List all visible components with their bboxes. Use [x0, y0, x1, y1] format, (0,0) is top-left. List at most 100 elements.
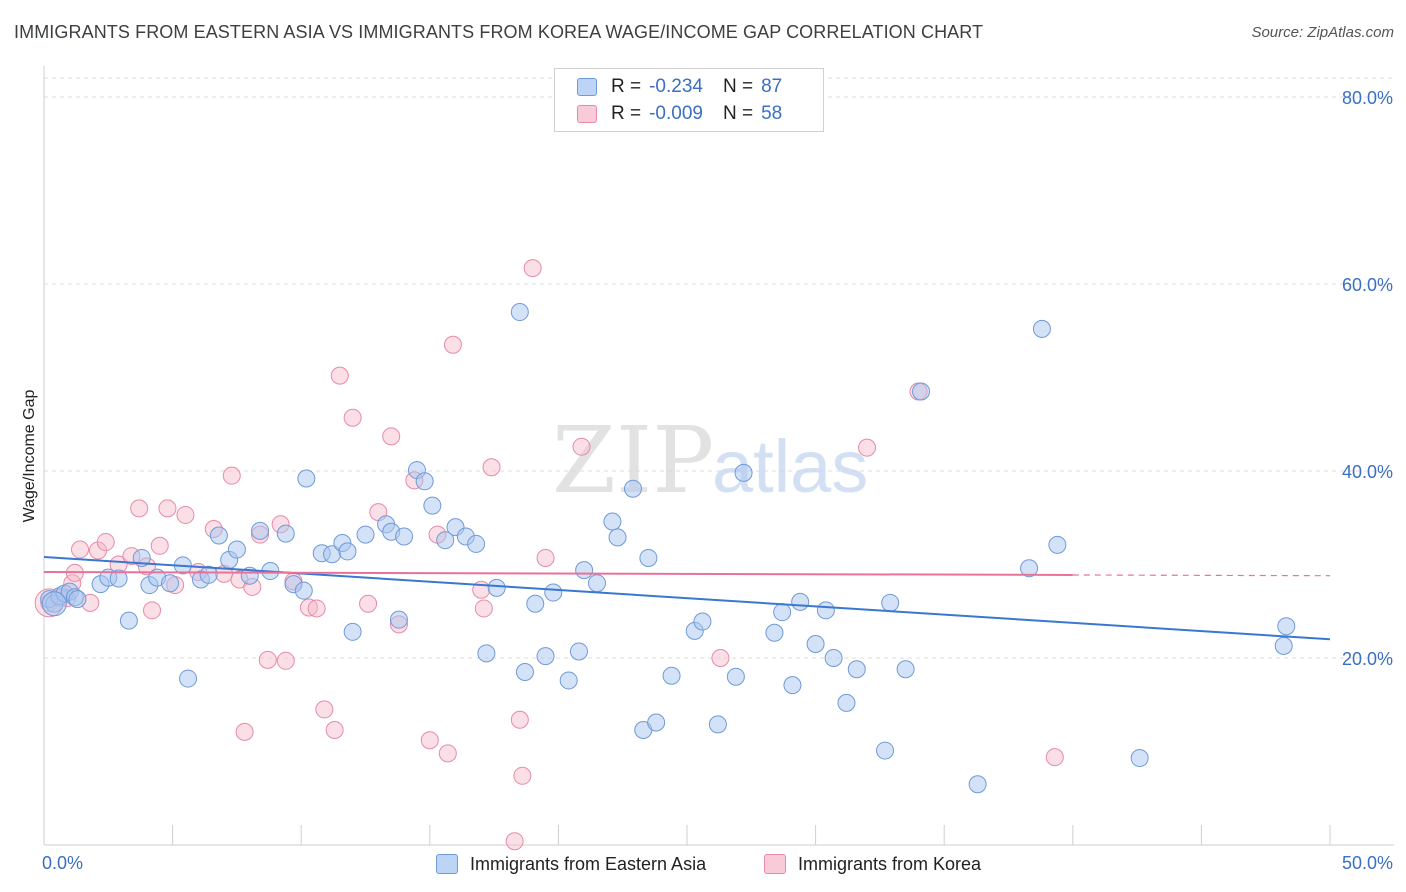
data-point-korea: [235, 722, 254, 741]
legend-swatch-blue: [577, 78, 597, 96]
data-point-eastern-asia: [395, 527, 414, 546]
data-point-korea: [299, 598, 318, 617]
y-tick-label: 40.0%: [1342, 462, 1393, 482]
data-point-korea: [307, 599, 326, 618]
data-point-korea: [438, 744, 457, 763]
data-point-eastern-asia: [536, 647, 555, 666]
data-point-korea: [343, 408, 362, 427]
legend-row-eastern-asia: R = -0.234 N = 87: [577, 75, 782, 99]
data-point-eastern-asia: [467, 534, 486, 553]
data-point-korea: [382, 427, 401, 446]
data-point-eastern-asia: [297, 469, 316, 488]
data-point-korea: [510, 710, 529, 729]
data-point-eastern-asia-cluster: [41, 591, 67, 617]
data-point-eastern-asia: [276, 524, 295, 543]
data-point-korea: [711, 649, 730, 667]
trend-lines: [43, 556, 1331, 641]
data-point-eastern-asia: [199, 565, 218, 584]
data-point-eastern-asia: [734, 463, 753, 482]
data-point-eastern-asia: [338, 542, 357, 561]
data-point-eastern-asia: [773, 603, 792, 622]
data-point-eastern-asia: [389, 610, 408, 629]
data-point-eastern-asia: [510, 303, 529, 322]
data-point-korea: [858, 438, 877, 457]
data-point-eastern-asia: [608, 528, 627, 547]
y-tick-label: 20.0%: [1342, 649, 1393, 669]
data-point-eastern-asia: [477, 644, 496, 663]
series-eastern-asia-points: [40, 303, 1296, 794]
data-point-eastern-asia: [1020, 559, 1039, 578]
data-point-korea: [150, 536, 169, 555]
data-point-eastern-asia: [912, 382, 931, 401]
axes: [43, 66, 1394, 846]
data-point-korea: [330, 366, 349, 385]
data-point-eastern-asia: [68, 590, 87, 609]
data-point-eastern-asia: [356, 525, 375, 544]
data-point-korea: [96, 533, 115, 552]
legend-row-korea: R = -0.009 N = 58: [577, 102, 782, 126]
data-point-korea: [572, 437, 591, 456]
data-point-eastern-asia: [1032, 319, 1051, 338]
data-point-eastern-asia: [415, 472, 434, 491]
legend-n-label: N =: [722, 76, 754, 97]
legend-label: Immigrants from Eastern Asia: [470, 853, 707, 874]
data-point-eastern-asia: [837, 693, 856, 712]
data-point-eastern-asia: [569, 642, 588, 661]
series-korea-points: [34, 259, 1064, 851]
legend-r-value: -0.009: [649, 103, 703, 124]
data-point-eastern-asia: [109, 569, 128, 588]
data-point-eastern-asia: [896, 660, 915, 679]
y-tick-label: 80.0%: [1342, 88, 1393, 108]
data-point-eastern-asia: [209, 526, 228, 545]
data-point-korea: [474, 599, 493, 618]
data-point-eastern-asia: [783, 676, 802, 695]
data-point-eastern-asia: [708, 715, 727, 734]
data-point-korea: [505, 832, 524, 851]
data-point-korea: [359, 594, 378, 613]
chart-title: IMMIGRANTS FROM EASTERN ASIA VS IMMIGRAN…: [14, 22, 984, 42]
x-tick-label-max: 50.0%: [1342, 853, 1393, 873]
watermark-atlas: atlas: [712, 425, 868, 508]
data-point-eastern-asia: [881, 593, 900, 612]
y-axis-label: Wage/Income Gap: [21, 389, 38, 523]
data-point-eastern-asia: [587, 574, 606, 593]
x-tick-label-min: 0.0%: [42, 853, 83, 873]
legend-swatch-pink: [764, 854, 786, 874]
data-point-korea: [71, 540, 90, 559]
data-point-korea: [276, 651, 295, 670]
y-tick-label: 60.0%: [1342, 275, 1393, 295]
legend-swatch-pink: [577, 105, 597, 123]
trendline-korea-extension: [1072, 574, 1331, 577]
data-point-eastern-asia: [161, 574, 180, 593]
data-point-eastern-asia: [526, 594, 545, 613]
data-point-korea: [420, 731, 439, 750]
data-point-eastern-asia: [639, 548, 658, 567]
data-point-eastern-asia: [662, 666, 681, 685]
data-point-eastern-asia: [847, 660, 866, 679]
data-point-eastern-asia: [791, 592, 810, 611]
tick-labels: 20.0% 40.0% 60.0% 80.0% 0.0% 50.0%: [42, 88, 1393, 873]
data-point-korea: [513, 766, 532, 785]
data-point-korea: [158, 499, 177, 518]
data-point-eastern-asia: [119, 611, 138, 630]
watermark-zip: ZIP: [552, 407, 714, 514]
data-point-eastern-asia: [726, 667, 745, 686]
bottom-legend-eastern-asia: Immigrants from Eastern Asia: [436, 852, 706, 876]
data-point-korea: [130, 499, 149, 518]
data-point-eastern-asia: [968, 775, 987, 794]
data-point-eastern-asia: [806, 634, 825, 653]
data-point-korea: [176, 505, 195, 524]
data-point-eastern-asia: [647, 713, 666, 732]
data-point-eastern-asia: [824, 649, 843, 667]
data-point-korea: [443, 335, 462, 354]
bottom-legend-korea: Immigrants from Korea: [764, 852, 981, 876]
data-point-korea: [536, 548, 555, 567]
legend-r-label: R =: [611, 76, 642, 97]
data-point-eastern-asia: [876, 741, 895, 760]
legend-r-value: -0.234: [649, 76, 703, 97]
data-point-eastern-asia: [1130, 749, 1149, 768]
data-point-eastern-asia: [603, 512, 622, 531]
data-point-eastern-asia: [423, 496, 442, 515]
data-point-eastern-asia: [693, 612, 712, 631]
